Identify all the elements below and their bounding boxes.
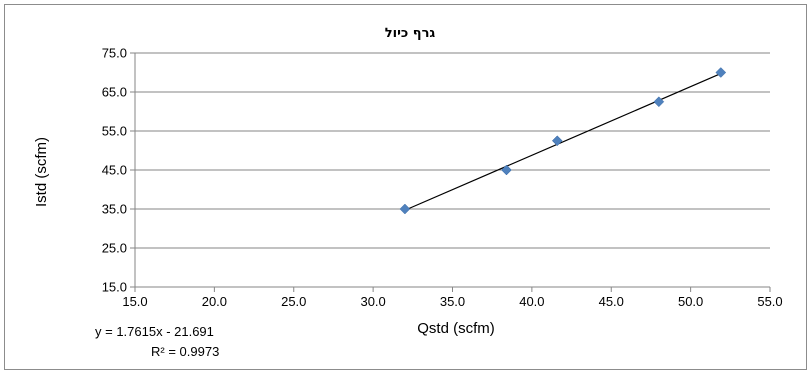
x-tick-label: 25.0 <box>281 294 306 309</box>
trendline-segment <box>404 72 722 211</box>
grid-lines <box>135 52 770 288</box>
data-point-marker <box>551 135 563 147</box>
data-point-marker <box>715 67 727 78</box>
y-tick-label: 75.0 <box>102 46 127 61</box>
y-tick-label: 45.0 <box>102 163 127 178</box>
y-tick-labels: 15.0 25.0 35.0 45.0 55.0 65.0 75.0 <box>102 46 127 295</box>
y-tick-label: 15.0 <box>102 280 127 295</box>
axes <box>130 52 771 292</box>
y-tick-label: 25.0 <box>102 241 127 256</box>
x-tick-label: 30.0 <box>360 294 385 309</box>
x-tick-labels: 15.0 20.0 25.0 30.0 35.0 40.0 45.0 50.0 55.0 <box>122 294 782 309</box>
x-tick-label: 20.0 <box>202 294 227 309</box>
r-squared-label: R² = 0.9973 <box>151 344 219 359</box>
data-point-marker <box>653 96 665 108</box>
data-points <box>399 67 727 215</box>
chart-frame <box>4 4 807 370</box>
trendline <box>404 72 722 211</box>
y-tick-label: 65.0 <box>102 85 127 100</box>
y-axis-label: Istd (scfm) <box>33 137 50 207</box>
trendline-equation: y = 1.7615x - 21.691 <box>95 324 214 339</box>
x-tick-label: 35.0 <box>440 294 465 309</box>
x-axis-label: Qstd (scfm) <box>417 320 495 337</box>
x-tick-label: 40.0 <box>519 294 544 309</box>
chart-title: גרף כיול <box>385 26 436 41</box>
y-tick-label: 55.0 <box>102 124 127 139</box>
x-tick-label: 55.0 <box>757 294 782 309</box>
x-tick-label: 15.0 <box>122 294 147 309</box>
x-tick-label: 45.0 <box>599 294 624 309</box>
x-tick-label: 50.0 <box>678 294 703 309</box>
data-point-marker <box>501 164 512 176</box>
y-tick-label: 35.0 <box>102 202 127 217</box>
data-point-marker <box>399 203 411 215</box>
